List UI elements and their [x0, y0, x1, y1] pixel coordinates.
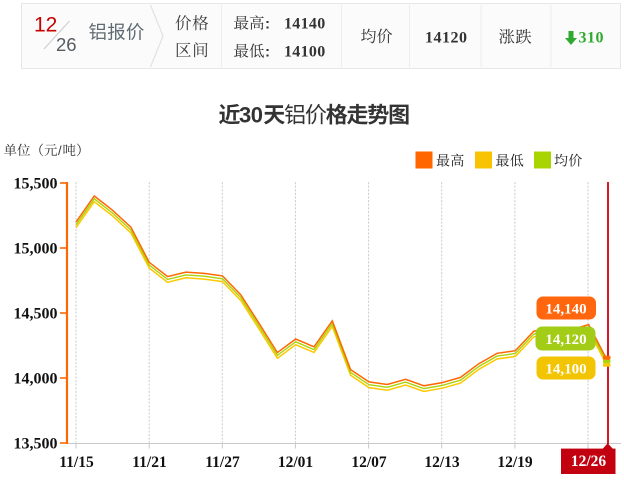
svg-text:15,500: 15,500	[14, 176, 58, 193]
svg-text:12/19: 12/19	[497, 454, 533, 471]
svg-text:14,140: 14,140	[545, 302, 586, 318]
svg-text:13,500: 13,500	[14, 436, 58, 453]
svg-text:12/13: 12/13	[424, 454, 460, 471]
svg-text:15,000: 15,000	[14, 241, 58, 258]
svg-text:310: 310	[579, 30, 605, 47]
svg-text:12/26: 12/26	[571, 453, 607, 470]
svg-text:14,000: 14,000	[14, 371, 58, 388]
svg-text:14,100: 14,100	[545, 362, 586, 378]
svg-text:14,500: 14,500	[14, 306, 58, 323]
svg-text:14120: 14120	[425, 30, 468, 47]
svg-text:11/21: 11/21	[132, 454, 166, 471]
svg-text:30: 30	[239, 103, 263, 128]
svg-text:14,120: 14,120	[545, 332, 586, 348]
svg-text:12: 12	[34, 14, 57, 37]
svg-text:14140: 14140	[284, 16, 326, 33]
svg-text:/: /	[58, 143, 62, 158]
svg-text::: :	[265, 44, 270, 61]
svg-text:26: 26	[56, 34, 77, 55]
svg-text:12/07: 12/07	[351, 454, 387, 471]
svg-text:11/27: 11/27	[205, 454, 240, 471]
svg-text:11/15: 11/15	[59, 454, 94, 471]
svg-text:12/01: 12/01	[278, 454, 313, 471]
svg-text:14100: 14100	[284, 44, 326, 61]
svg-text::: :	[265, 16, 270, 33]
